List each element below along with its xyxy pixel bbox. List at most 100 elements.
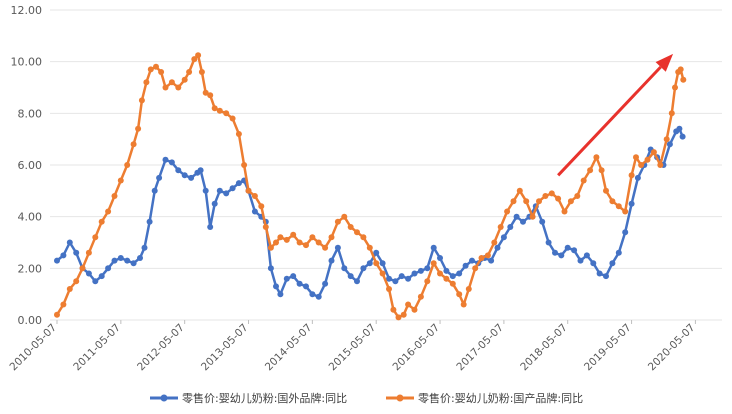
data-point [615, 203, 622, 210]
data-point [303, 283, 309, 290]
data-point [66, 239, 73, 246]
data-point [510, 198, 517, 205]
data-point [456, 270, 463, 277]
data-point [488, 257, 495, 264]
data-point [334, 218, 341, 225]
data-point [158, 69, 165, 75]
data-point [168, 79, 175, 86]
data-point [366, 244, 373, 251]
data-point [405, 275, 412, 282]
data-point [666, 141, 673, 148]
data-point [198, 69, 205, 75]
data-point [622, 229, 629, 236]
data-point [478, 255, 485, 261]
data-point [400, 311, 407, 318]
data-point [341, 213, 348, 220]
x-tick-label: 2016-05-07 [391, 322, 443, 374]
data-point [558, 252, 565, 259]
data-point [235, 131, 242, 137]
data-point [334, 244, 341, 251]
annotation-layer [557, 53, 674, 177]
data-point [92, 234, 99, 241]
data-point [181, 76, 188, 83]
data-point [583, 252, 590, 259]
data-point [138, 97, 145, 104]
x-tick-label: 2017-05-07 [454, 322, 506, 374]
data-point [507, 224, 514, 230]
data-point [251, 208, 258, 215]
data-point [146, 218, 153, 225]
data-point [552, 249, 558, 256]
x-tick-label: 2019-05-07 [582, 322, 634, 374]
data-point [437, 270, 443, 277]
data-point [85, 270, 92, 277]
data-point [373, 249, 380, 256]
data-point [92, 278, 99, 285]
data-point [622, 208, 629, 215]
data-point [460, 301, 467, 308]
data-point [153, 63, 159, 70]
data-point [417, 267, 424, 274]
data-point [162, 84, 169, 91]
data-point [98, 218, 105, 225]
data-point [379, 270, 386, 277]
data-point [469, 257, 475, 264]
data-point [497, 224, 504, 230]
data-point [424, 278, 431, 285]
data-point [580, 177, 587, 184]
data-point [634, 174, 641, 181]
y-axis-tick-labels: 0.00 2.00 4.00 6.00 8.00 10.00 12.00 [11, 4, 43, 327]
data-point [290, 273, 297, 280]
x-tick-label: 2011-05-07 [71, 322, 123, 374]
data-point [181, 172, 188, 179]
data-point [277, 234, 284, 241]
data-point [111, 193, 118, 199]
data-point [590, 260, 597, 267]
data-point [373, 260, 380, 267]
data-point [151, 187, 158, 194]
data-point [677, 66, 684, 73]
data-point [273, 283, 279, 290]
data-point [379, 260, 386, 267]
x-tick-label: 2015-05-07 [327, 322, 379, 374]
data-point [197, 167, 204, 174]
data-point [135, 125, 142, 132]
data-point [188, 174, 195, 181]
data-point [124, 162, 131, 168]
data-point [593, 154, 600, 161]
annotation-arrow-head [655, 53, 674, 72]
data-point [536, 198, 542, 205]
data-point [191, 56, 198, 63]
x-axis-tick-labels: 2010-05-07 2011-05-07 2012-05-07 2013-05-07… [7, 320, 698, 374]
data-point [347, 224, 354, 230]
data-point [267, 244, 274, 251]
data-point [156, 174, 163, 181]
data-point [143, 79, 150, 86]
data-point [596, 270, 603, 277]
gridlines [50, 9, 722, 321]
data-point [277, 291, 284, 298]
data-point [513, 213, 520, 220]
data-point [60, 301, 67, 308]
data-point [603, 187, 609, 194]
data-point [443, 275, 450, 282]
legend: 零售价:婴幼儿奶粉:国外品牌:同比 零售价:婴幼儿奶粉:国产品牌:同比 [150, 391, 583, 405]
data-point [211, 105, 218, 112]
data-point [392, 278, 399, 285]
data-point [633, 154, 639, 161]
series-line [56, 127, 684, 299]
data-point [141, 244, 148, 251]
data-point [235, 180, 242, 187]
y-tick-label: 8.00 [18, 107, 43, 120]
series-line [55, 53, 685, 319]
data-point [574, 193, 581, 199]
data-point [465, 286, 472, 292]
series-domestic-brands [54, 52, 687, 321]
data-point [430, 244, 437, 251]
data-point [168, 159, 175, 166]
data-point [424, 265, 431, 272]
legend-label-domestic: 零售价:婴幼儿奶粉:国产品牌:同比 [418, 391, 583, 405]
data-point [504, 208, 511, 215]
data-point [147, 66, 154, 73]
data-point [516, 187, 523, 194]
